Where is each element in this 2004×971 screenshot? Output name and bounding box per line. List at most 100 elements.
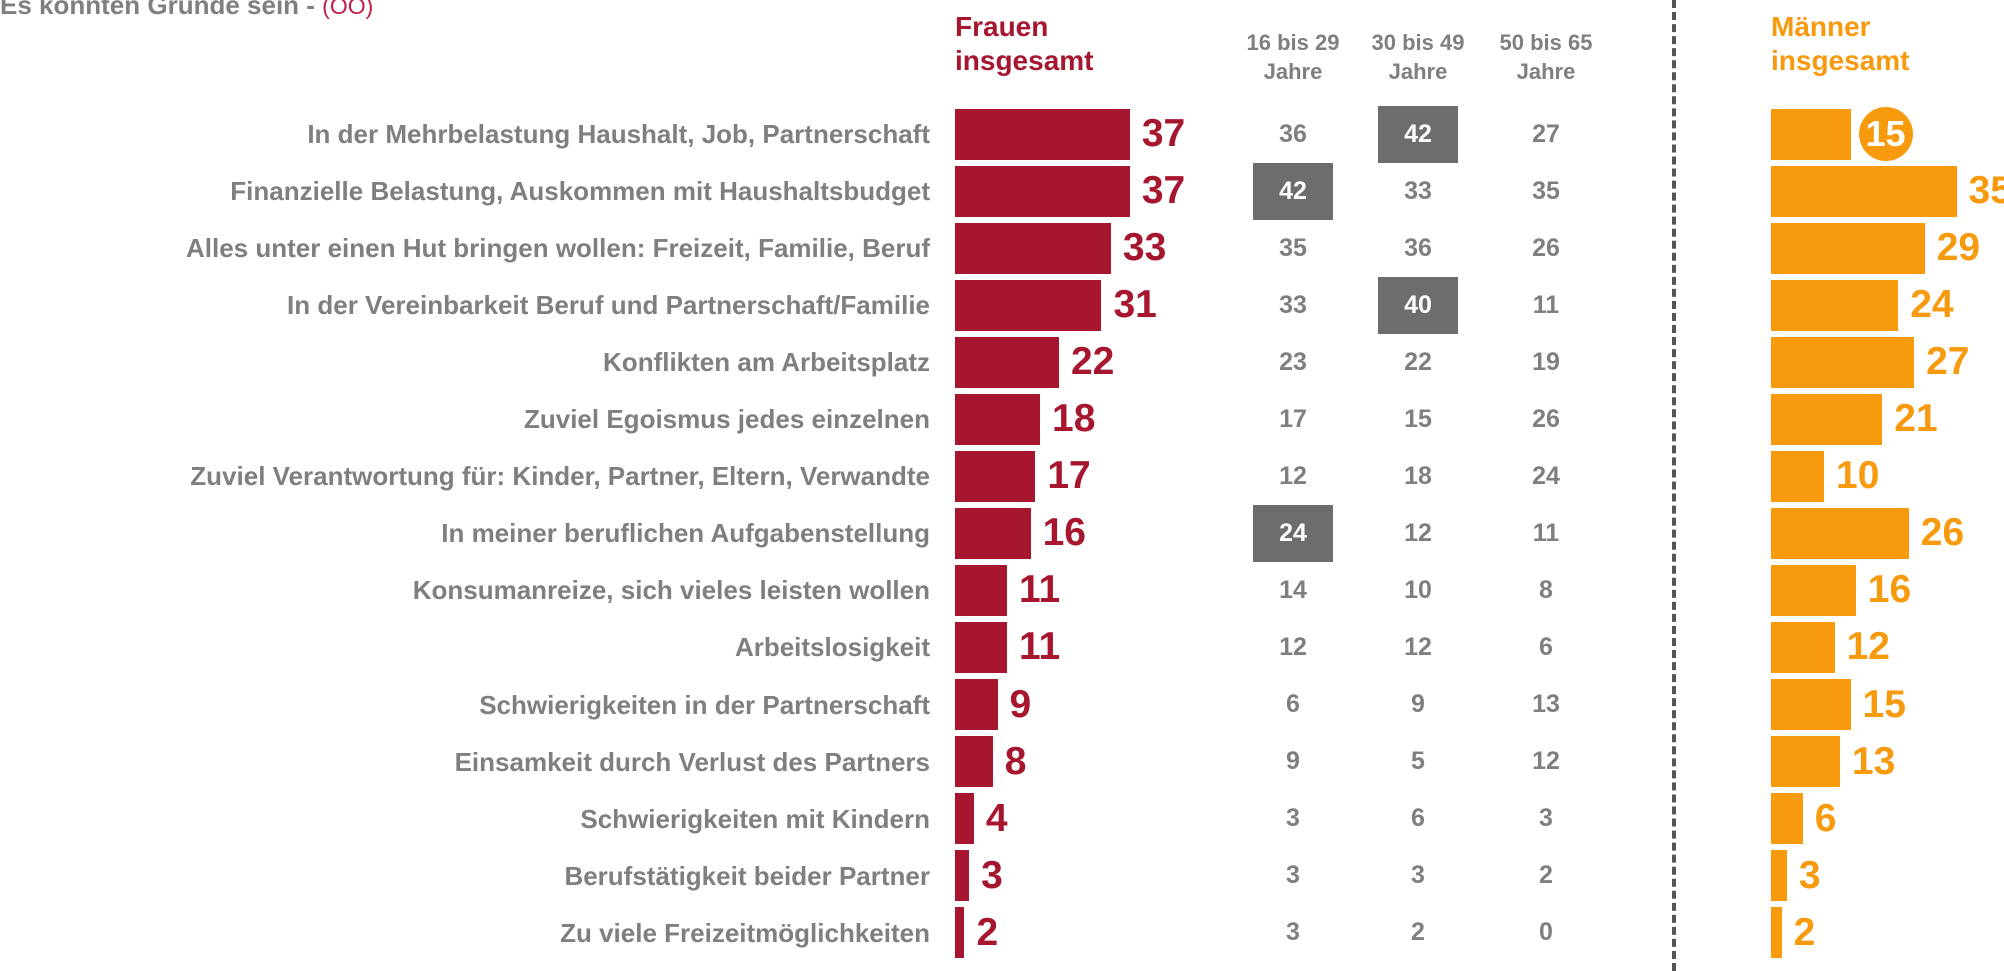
bar [955, 279, 1102, 331]
bar [955, 108, 1130, 160]
subtitle: (OO) [322, 0, 374, 19]
bar [1771, 393, 1883, 445]
value-label: 4 [985, 796, 1008, 840]
table-cell: 14 [1279, 575, 1307, 604]
table-cell: 36 [1404, 233, 1432, 262]
value-label: 35 [1968, 169, 2004, 213]
bar [955, 907, 965, 959]
table-cell: 27 [1532, 119, 1560, 148]
bar [955, 564, 1007, 616]
table-cell: 12 [1404, 518, 1432, 547]
bar [955, 165, 1130, 217]
category-label: Zuviel Egoismus jedes einzelnen [523, 404, 930, 435]
value-label: 24 [1910, 283, 1954, 327]
column-header: 30 bis 49 Jahre [1371, 30, 1465, 84]
table-cell: 9 [1286, 747, 1300, 776]
table-cell: 35 [1279, 233, 1307, 262]
bar [955, 450, 1036, 502]
value-label: 8 [1004, 739, 1027, 783]
value-label: 16 [1867, 568, 1912, 612]
series-header: Frauen insgesamt [955, 11, 1094, 76]
table-cell: 9 [1411, 690, 1425, 718]
bar [1771, 165, 1957, 217]
table-cell: 6 [1411, 804, 1425, 833]
table-cell: 24 [1532, 461, 1560, 490]
value-label: 37 [1141, 112, 1186, 155]
value-label: 29 [1936, 226, 1981, 270]
value-label: 11 [1018, 625, 1061, 669]
table-cell: 12 [1532, 747, 1560, 776]
value-label: 22 [1070, 340, 1115, 384]
value-label: 2 [1793, 910, 1816, 954]
value-label: 37 [1141, 169, 1186, 213]
category-label: Schwierigkeiten mit Kindern [580, 803, 930, 834]
value-label: 27 [1926, 340, 1970, 384]
table-cell: 13 [1532, 690, 1560, 718]
bar [1771, 850, 1787, 902]
table-cell: 42 [1253, 162, 1333, 220]
value-label: 33 [1122, 226, 1167, 270]
bar [1771, 108, 1851, 160]
table-cell: 23 [1279, 347, 1307, 376]
table-cell: 5 [1411, 747, 1425, 776]
table-cell: 15 [1404, 404, 1432, 433]
table-cell: 10 [1404, 575, 1432, 604]
bar [1771, 564, 1856, 616]
table-cell: 18 [1404, 461, 1432, 490]
table-cell: 35 [1532, 176, 1560, 205]
divider [1672, 0, 1676, 971]
bar [955, 336, 1059, 388]
category-label: Finanzielle Belastung, Auskommen mit Hau… [230, 176, 930, 207]
value-label: 6 [1814, 796, 1837, 840]
table-cell: 17 [1279, 404, 1307, 433]
series-header: Männer insgesamt [1771, 11, 1910, 76]
bar [955, 793, 974, 845]
title-row: Es könnten Gründe sein - (OO) [0, 0, 373, 21]
table-cell: 22 [1404, 347, 1432, 376]
column-header: 50 bis 65 Jahre [1499, 30, 1593, 84]
bar [1771, 336, 1915, 388]
value-label: 9 [1009, 682, 1032, 726]
bar [955, 393, 1041, 445]
table-cell: 0 [1539, 918, 1553, 947]
table-cell: 36 [1279, 119, 1307, 148]
category-label: In meiner beruflichen Aufgabenstellung [441, 518, 930, 549]
bar [1771, 279, 1899, 331]
category-label: Zuviel Verantwortung für: Kinder, Partne… [190, 461, 930, 492]
table-cell: 3 [1411, 861, 1425, 890]
value-label: 2 [976, 910, 999, 954]
table-cell: 12 [1279, 632, 1307, 661]
bar [955, 621, 1007, 673]
value-label: 21 [1894, 397, 1938, 441]
bar [955, 850, 970, 902]
table-cell: 33 [1404, 176, 1432, 205]
bar [955, 736, 993, 788]
value-label: 16 [1042, 511, 1086, 555]
table-cell: 19 [1532, 347, 1560, 376]
table-cell: 3 [1539, 804, 1553, 833]
table-cell: 8 [1539, 575, 1553, 604]
table-cell: 3 [1286, 918, 1300, 947]
category-label: Alles unter einen Hut bringen wollen: Fr… [186, 233, 930, 264]
table-cell: 26 [1532, 404, 1560, 433]
value-label: 13 [1851, 739, 1896, 783]
table-cell: 2 [1411, 918, 1425, 947]
value-label: 18 [1052, 397, 1096, 441]
table-cell: 6 [1539, 632, 1553, 661]
bar [1771, 679, 1851, 730]
category-label: Arbeitslosigkeit [734, 632, 930, 663]
value-label-circle: 15 [1858, 107, 1913, 161]
column-header: 16 bis 29 Jahre [1246, 30, 1340, 84]
bar [1771, 621, 1835, 673]
value-label: 10 [1836, 454, 1880, 498]
table-cell: 42 [1378, 105, 1458, 163]
category-label: Konflikten am Arbeitsplatz [603, 347, 930, 378]
value-label: 11 [1018, 568, 1061, 612]
table-cell: 11 [1532, 518, 1560, 547]
table-cell: 11 [1532, 290, 1560, 319]
table-cell: 12 [1279, 461, 1307, 490]
table-cell: 26 [1532, 233, 1560, 262]
bar [1771, 736, 1840, 788]
value-label: 26 [1920, 511, 1965, 555]
table-cell: 33 [1279, 290, 1307, 319]
